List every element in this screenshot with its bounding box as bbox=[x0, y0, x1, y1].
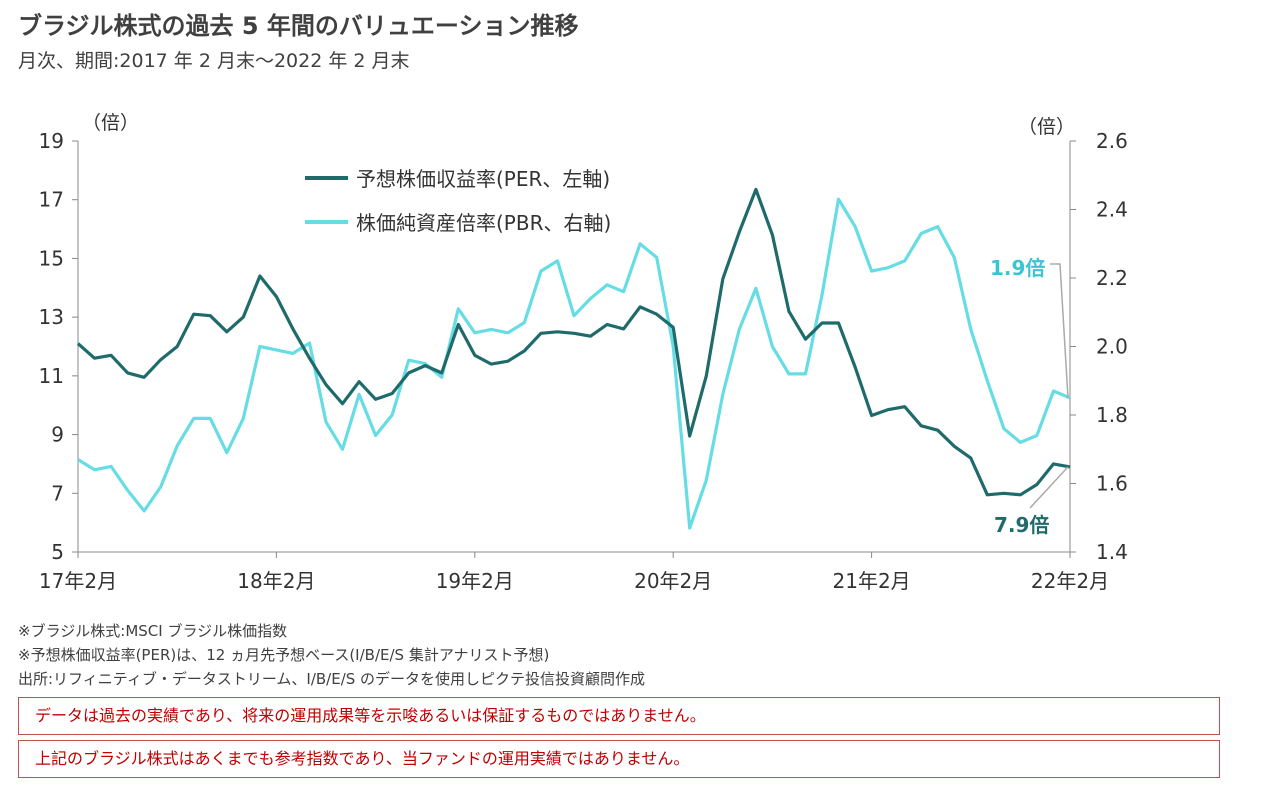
y-right-tick-label: 2.6 bbox=[1096, 129, 1128, 153]
chart-title: ブラジル株式の過去 5 年間のバリュエーション推移 bbox=[18, 12, 579, 40]
disclaimer-box-1: データは過去の実績であり、将来の運用成果等を示唆あるいは保証するものではありませ… bbox=[18, 697, 1220, 735]
footnote-per: ※予想株価収益率(PER)は、12 ヵ月先予想ベース(I/B/E/S 集計アナリ… bbox=[18, 646, 550, 664]
y-right-tick-label: 1.8 bbox=[1096, 403, 1128, 427]
annotation-leader-pbr bbox=[1050, 263, 1069, 398]
legend-label-per: 予想株価収益率(PER、左軸) bbox=[356, 167, 610, 191]
chart-subtitle: 月次、期間:2017 年 2 月末～2022 年 2 月末 bbox=[18, 50, 410, 72]
valuation-line-chart: 5 7 9 11 13 15 17 19 1.4 1.6 1.8 2.0 2.2 2.4 2.6 （倍） （倍）… bbox=[39, 112, 1128, 593]
y-left-tick-label: 19 bbox=[39, 129, 64, 153]
y-right-unit-label: （倍） bbox=[1018, 116, 1075, 138]
y-left-tick-label: 17 bbox=[39, 188, 64, 212]
y-right-tick-label: 2.4 bbox=[1096, 198, 1128, 222]
y-left-tick-label: 9 bbox=[51, 423, 64, 447]
y-left-tick-label: 5 bbox=[51, 540, 64, 564]
y-left-tick-label: 7 bbox=[51, 481, 64, 505]
y-right-tick-label: 2.2 bbox=[1096, 266, 1128, 290]
y-left-tick-label: 11 bbox=[39, 364, 64, 388]
annotation-pbr-last: 1.9倍 bbox=[990, 256, 1045, 280]
series-line-pbr bbox=[77, 197, 1071, 530]
legend-label-pbr: 株価純資産倍率(PBR、右軸) bbox=[356, 211, 611, 235]
annotation-leader-per bbox=[1029, 466, 1069, 509]
y-left-tick-label: 13 bbox=[39, 305, 64, 329]
footnote-index: ※ブラジル株式:MSCI ブラジル株価指数 bbox=[18, 622, 288, 640]
y-right-tick-label: 2.0 bbox=[1096, 335, 1128, 359]
y-left-tick-label: 15 bbox=[39, 246, 64, 270]
x-tick-label: 18年2月 bbox=[237, 569, 315, 593]
footnote-source: 出所:リフィニティブ・データストリーム、I/B/E/S のデータを使用しピクテ投… bbox=[18, 670, 646, 688]
x-tick-label: 22年2月 bbox=[1031, 569, 1109, 593]
y-right-tick-label: 1.6 bbox=[1096, 472, 1128, 496]
y-right-tick-label: 1.4 bbox=[1096, 540, 1128, 564]
disclaimer-box-2: 上記のブラジル株式はあくまでも参考指数であり、当ファンドの運用実績ではありません… bbox=[18, 740, 1220, 778]
x-tick-label: 21年2月 bbox=[833, 569, 911, 593]
series-line-per bbox=[76, 187, 1071, 497]
x-tick-label: 20年2月 bbox=[634, 569, 712, 593]
y-left-unit-label: （倍） bbox=[82, 112, 139, 134]
x-tick-label: 19年2月 bbox=[436, 569, 514, 593]
x-tick-label: 17年2月 bbox=[39, 569, 117, 593]
annotation-per-last: 7.9倍 bbox=[994, 513, 1049, 537]
